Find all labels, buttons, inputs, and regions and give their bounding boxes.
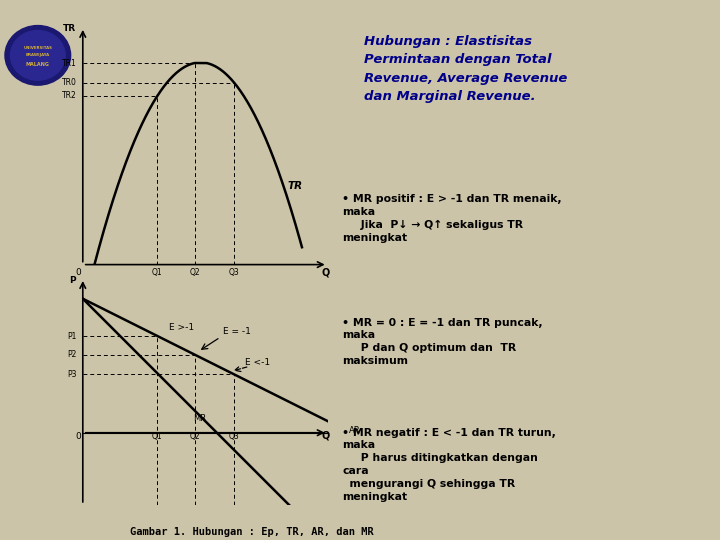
Text: Q2: Q2 [189, 268, 200, 278]
Text: AR: AR [348, 426, 360, 435]
Text: • MR positif : E > -1 dan TR menaik,
maka
     Jika  P↓ → Q↑ sekaligus TR
mening: • MR positif : E > -1 dan TR menaik, mak… [342, 194, 562, 243]
Text: TR: TR [288, 181, 303, 191]
Text: Q3: Q3 [229, 433, 240, 441]
Circle shape [5, 25, 71, 85]
Text: P2: P2 [68, 350, 77, 359]
Text: • MR negatif : E < -1 dan TR turun,
maka
     P harus ditingkatkan dengan
cara
 : • MR negatif : E < -1 dan TR turun, maka… [342, 428, 556, 502]
Text: TR: TR [63, 24, 76, 32]
Text: Q2: Q2 [189, 433, 200, 441]
Text: BRAWIJAYA: BRAWIJAYA [26, 53, 50, 57]
Text: Q: Q [321, 431, 329, 441]
Text: UNIVERSITAS: UNIVERSITAS [23, 46, 53, 50]
Text: E >-1: E >-1 [169, 323, 194, 332]
Text: 0: 0 [76, 433, 81, 441]
Text: P: P [69, 276, 76, 285]
Text: • MR = 0 : E = -1 dan TR puncak,
maka
     P dan Q optimum dan  TR
maksimum: • MR = 0 : E = -1 dan TR puncak, maka P … [342, 318, 543, 366]
Text: Hubungan : Elastisitas
Permintaan dengan Total
Revenue, Average Revenue
dan Marg: Hubungan : Elastisitas Permintaan dengan… [364, 35, 567, 103]
Text: MR: MR [193, 414, 206, 423]
Text: P3: P3 [68, 370, 77, 379]
Text: P1: P1 [68, 332, 77, 341]
Text: MALANG: MALANG [26, 62, 50, 67]
Text: Q1: Q1 [152, 268, 163, 278]
Text: TR0: TR0 [62, 78, 77, 87]
Circle shape [11, 31, 66, 80]
Text: 0: 0 [76, 268, 81, 278]
Text: E = -1: E = -1 [222, 327, 251, 336]
Text: TR2: TR2 [62, 91, 77, 100]
Text: Q1: Q1 [152, 433, 163, 441]
Text: Q3: Q3 [229, 268, 240, 278]
Text: Gambar 1. Hubungan : Ep, TR, AR, dan MR: Gambar 1. Hubungan : Ep, TR, AR, dan MR [130, 527, 374, 537]
Text: Q: Q [321, 267, 329, 278]
Text: TR1: TR1 [62, 58, 77, 68]
Text: E <-1: E <-1 [245, 358, 270, 367]
